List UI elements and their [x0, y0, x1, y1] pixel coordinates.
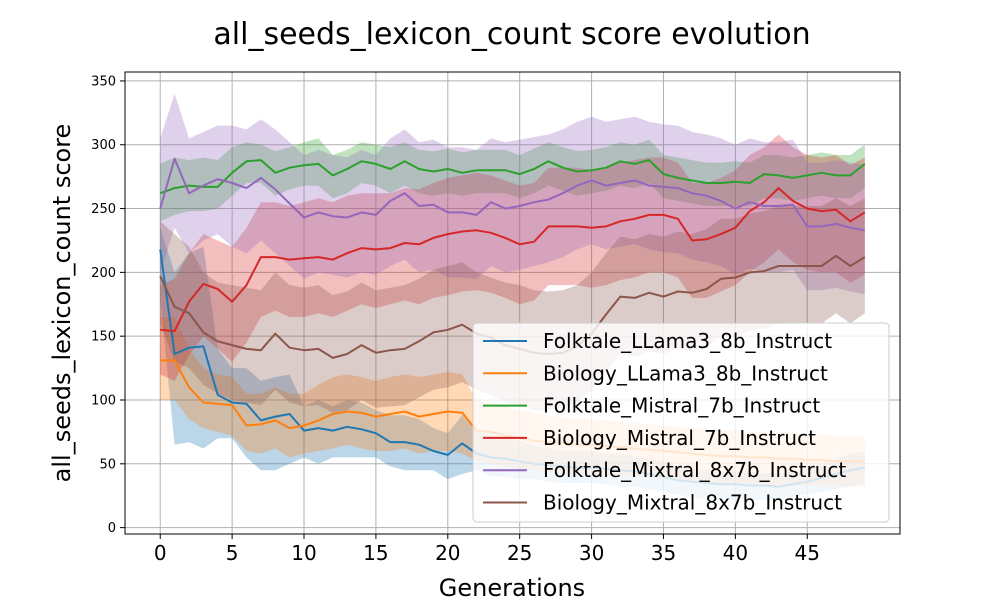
y-tick-label: 100 — [91, 393, 116, 408]
x-tick-label: 15 — [363, 541, 388, 565]
y-tick-label: 350 — [91, 74, 116, 89]
series-line — [159, 157, 865, 232]
x-tick-label: 30 — [579, 541, 604, 565]
y-axis-ticks: 0 50 100 150 200 250 300 350 — [91, 74, 125, 536]
series-line — [159, 159, 866, 195]
confidence-band — [160, 198, 865, 413]
y-tick-label: 150 — [91, 330, 116, 345]
y-tick-label: 250 — [91, 202, 116, 217]
x-tick-label: 25 — [507, 541, 532, 565]
legend-label: Biology_LLama3_8b_Instruct — [543, 361, 828, 385]
x-tick-label: 5 — [226, 541, 239, 565]
legend: Folktale_LLama3_8b_Instruct Biology_LLama… — [472, 322, 890, 523]
y-tick-label: 300 — [91, 138, 116, 153]
x-axis-ticks: 0 5 10 15 20 25 30 35 40 45 — [154, 534, 820, 565]
confidence-band — [160, 93, 865, 295]
x-tick-label: 35 — [651, 541, 676, 565]
x-tick-label: 10 — [291, 541, 316, 565]
y-axis-label: all_seeds_lexicon_count score — [48, 124, 76, 483]
x-tick-label: 40 — [723, 541, 748, 565]
legend-label: Folktale_Mixtral_8x7b_Instruct — [543, 458, 846, 482]
chart-title: all_seeds_lexicon_count score evolution — [213, 17, 810, 52]
confidence-band — [160, 227, 865, 500]
y-tick-label: 50 — [99, 457, 116, 472]
legend-box — [472, 322, 890, 523]
confidence-band — [160, 134, 865, 381]
y-tick-label: 200 — [91, 266, 116, 281]
legend-label: Biology_Mistral_7b_Instruct — [543, 426, 816, 450]
plot-area-frame — [124, 71, 901, 535]
x-tick-label: 45 — [795, 541, 820, 565]
x-tick-label: 0 — [154, 541, 167, 565]
legend-entries: Folktale_LLama3_8b_Instruct Biology_LLama… — [483, 329, 846, 515]
legend-label: Folktale_LLama3_8b_Instruct — [543, 329, 832, 353]
y-tick-label: 0 — [108, 521, 116, 536]
legend-label: Biology_Mixtral_8x7b_Instruct — [543, 491, 842, 515]
legend-label: Folktale_Mistral_7b_Instruct — [543, 394, 820, 418]
series-line — [160, 187, 866, 333]
x-axis-label: Generations — [439, 574, 585, 600]
confidence-band — [160, 138, 865, 222]
x-tick-label: 20 — [435, 541, 460, 565]
